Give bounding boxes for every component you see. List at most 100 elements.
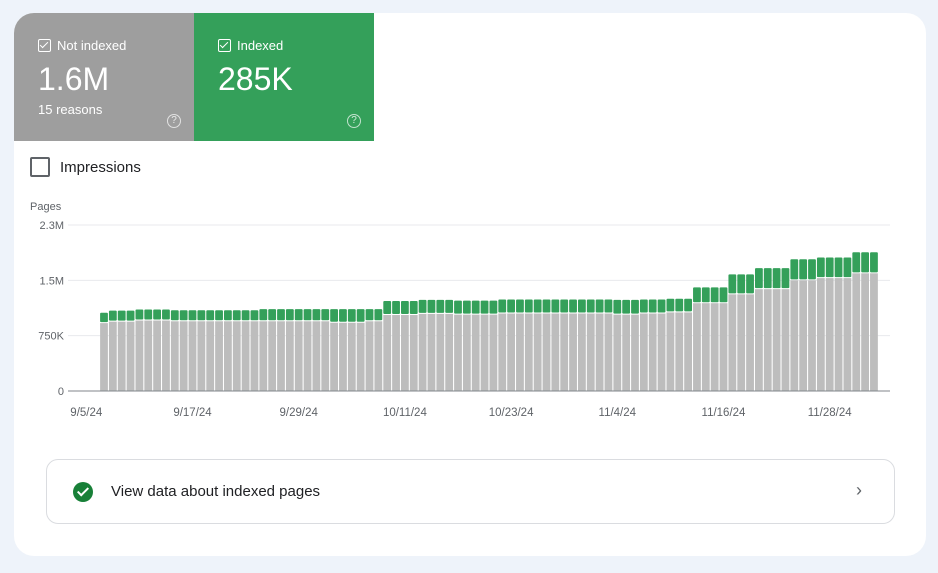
bar-indexed [162, 309, 170, 320]
indexed-label: Indexed [237, 38, 284, 53]
bar-indexed [108, 310, 117, 321]
bar-not-indexed [427, 313, 436, 391]
bar-not-indexed [232, 321, 241, 391]
bar-indexed [339, 309, 347, 322]
bar-indexed [701, 287, 710, 303]
bar-not-indexed [560, 313, 569, 391]
bar-indexed [657, 299, 666, 313]
bar-not-indexed [746, 294, 754, 391]
bar-not-indexed [471, 314, 480, 391]
bar-indexed [843, 257, 852, 278]
bar-not-indexed [507, 313, 515, 391]
bar-indexed [524, 299, 533, 313]
check-circle-icon [73, 481, 93, 502]
bar-indexed [648, 299, 657, 313]
view-indexed-pages-button[interactable]: View data about indexed pages › [46, 459, 895, 524]
bar-not-indexed [737, 294, 746, 391]
bar-indexed [728, 274, 737, 294]
bar-indexed [330, 309, 338, 322]
bar-not-indexed [339, 322, 347, 391]
page-indexing-card: Not indexed 1.6M 15 reasons ? Indexed 28… [14, 13, 926, 556]
bar-not-indexed [392, 315, 400, 391]
bar-indexed [808, 259, 816, 280]
bar-indexed [772, 268, 781, 289]
bar-not-indexed [374, 321, 383, 391]
bar-not-indexed [303, 321, 312, 391]
bar-not-indexed [108, 321, 117, 391]
bar-indexed [126, 310, 135, 321]
bar-not-indexed [100, 323, 108, 391]
pages-chart: 0 750K 1.5M 2.3M 9/5/24 9/17/24 9/29/24 10/11/2… [38, 220, 890, 419]
x-tick-label: 10/23/24 [489, 407, 534, 419]
bar-indexed [170, 310, 179, 321]
bar-not-indexed [825, 278, 834, 391]
bar-not-indexed [551, 313, 560, 391]
bar-indexed [569, 299, 577, 313]
bar-indexed [454, 300, 462, 314]
bar-not-indexed [578, 313, 586, 391]
bar-not-indexed [215, 321, 223, 391]
bar-not-indexed [347, 322, 356, 391]
bar-not-indexed [162, 320, 170, 391]
bar-indexed [312, 309, 321, 321]
bar-not-indexed [781, 289, 790, 391]
bar-indexed [356, 309, 365, 322]
bar-not-indexed [153, 320, 161, 391]
indexed-tile[interactable]: Indexed 285K ? [194, 13, 374, 141]
bar-indexed [206, 310, 215, 321]
y-tick-label: 2.3M [40, 220, 64, 232]
bar-not-indexed [250, 321, 259, 391]
checkbox-checked-icon[interactable] [38, 39, 51, 52]
bar-not-indexed [675, 312, 684, 391]
bar-not-indexed [365, 321, 374, 391]
checkbox-checked-icon[interactable] [218, 39, 231, 52]
bar-not-indexed [816, 278, 825, 391]
bar-indexed [498, 299, 507, 313]
help-icon[interactable]: ? [347, 114, 361, 128]
bar-indexed [781, 268, 790, 289]
bar-not-indexed [755, 289, 763, 391]
bar-indexed [870, 252, 878, 273]
impressions-toggle[interactable]: Impressions [30, 157, 141, 177]
bar-not-indexed [861, 273, 869, 391]
bar-not-indexed [285, 321, 294, 391]
x-tick-label: 9/29/24 [280, 407, 319, 419]
bar-indexed [383, 300, 392, 315]
bar-not-indexed [197, 321, 206, 391]
bar-not-indexed [126, 321, 135, 391]
bar-not-indexed [418, 313, 427, 391]
bar-not-indexed [480, 314, 489, 391]
bar-indexed [462, 300, 471, 314]
bar-not-indexed [144, 320, 153, 391]
checkbox-unchecked-icon[interactable] [30, 157, 50, 177]
bar-indexed [294, 309, 303, 321]
bar-not-indexed [454, 314, 462, 391]
bar-indexed [241, 310, 250, 321]
bar-indexed [374, 309, 383, 321]
not-indexed-tile[interactable]: Not indexed 1.6M 15 reasons ? [14, 13, 194, 141]
bar-indexed [816, 257, 825, 278]
bar-indexed [834, 257, 843, 278]
bar-indexed [179, 310, 188, 321]
bar-indexed [861, 252, 869, 273]
bar-indexed [763, 268, 772, 289]
bar-indexed [719, 287, 728, 303]
bar-not-indexed [383, 315, 392, 391]
bar-not-indexed [321, 321, 330, 391]
bar-indexed [542, 299, 551, 313]
bar-not-indexed [259, 321, 268, 391]
bar-not-indexed [498, 313, 507, 391]
bar-not-indexed [268, 321, 277, 391]
x-tick-label: 9/17/24 [173, 407, 212, 419]
bar-not-indexed [684, 312, 692, 391]
bar-not-indexed [790, 280, 799, 391]
bar-not-indexed [179, 321, 188, 391]
bar-not-indexed [604, 313, 613, 391]
bar-not-indexed [524, 313, 533, 391]
bar-indexed [595, 299, 604, 313]
help-icon[interactable]: ? [167, 114, 181, 128]
bar-not-indexed [843, 278, 852, 391]
bar-not-indexed [772, 289, 781, 391]
bar-not-indexed [799, 280, 808, 391]
bar-indexed [799, 259, 808, 280]
